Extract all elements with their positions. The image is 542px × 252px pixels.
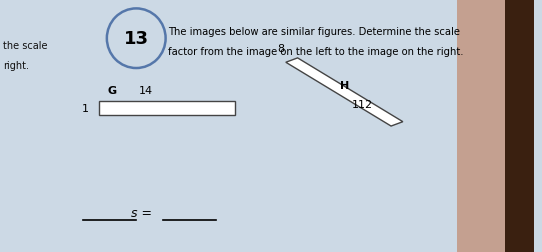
Text: The images below are similar figures. Determine the scale: The images below are similar figures. De… [168, 26, 460, 37]
Text: 8: 8 [277, 44, 284, 54]
Text: G: G [108, 86, 117, 96]
Text: factor from the image on the left to the image on the right.: factor from the image on the left to the… [168, 47, 464, 57]
Text: right.: right. [3, 60, 29, 71]
Text: H: H [340, 80, 349, 90]
Text: 13: 13 [124, 30, 149, 48]
Text: s =: s = [131, 206, 152, 219]
Text: the scale: the scale [3, 40, 47, 50]
Polygon shape [286, 59, 403, 127]
Bar [457, 0, 510, 252]
Bar [99, 102, 235, 116]
Bar [505, 0, 534, 252]
Text: 14: 14 [139, 86, 153, 96]
Text: 112: 112 [352, 99, 373, 109]
Text: 1: 1 [82, 104, 89, 114]
